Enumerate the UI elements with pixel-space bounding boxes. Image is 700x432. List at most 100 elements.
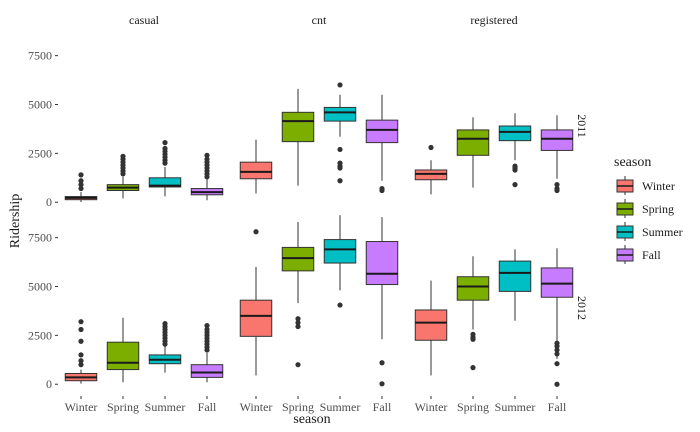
outlier-point (78, 178, 84, 184)
x-tick-label-spring: Spring (107, 400, 139, 414)
outlier-point (78, 182, 84, 188)
outlier-point (295, 323, 301, 330)
outlier-point (78, 326, 84, 333)
box-fall (190, 322, 224, 383)
panel-casual-2011 (64, 140, 224, 203)
outlier-point (554, 381, 560, 387)
outlier-point (162, 145, 168, 152)
outlier-point (78, 362, 84, 368)
outlier-point (162, 321, 168, 327)
facet-title-registered: registered (470, 13, 517, 27)
box-fall (190, 152, 224, 201)
box-iqr (190, 364, 224, 378)
outlier-point (337, 82, 343, 88)
legend: season Winter Spring Summer Fall (614, 155, 683, 264)
legend-label: Summer (642, 225, 683, 239)
box-iqr (456, 276, 490, 301)
outlier-point (78, 352, 84, 358)
box-spring (106, 153, 140, 199)
box-iqr (540, 129, 574, 151)
outlier-point (512, 167, 518, 173)
row-strip-2011: 2011 (575, 114, 589, 138)
box-iqr (239, 161, 273, 180)
box-iqr (148, 177, 182, 188)
y-axis: 0 2500 5000 7500 0 2500 5000 7500 (28, 49, 58, 391)
legend-item-winter: Winter (616, 176, 675, 195)
box-fall (365, 94, 399, 194)
outlier-point (78, 185, 84, 192)
outlier-point (204, 152, 210, 158)
outlier-point (162, 140, 168, 146)
outlier-point (295, 362, 301, 368)
box-iqr (239, 299, 273, 337)
box-summer (323, 82, 357, 184)
box-spring (106, 317, 140, 383)
outlier-point (78, 358, 84, 364)
box-iqr (323, 106, 357, 122)
box-iqr (365, 119, 399, 144)
y-tick-label: 7500 (28, 231, 52, 245)
box-summer (323, 215, 357, 308)
x-tick-label-fall: Fall (548, 400, 567, 414)
box-spring (281, 222, 315, 368)
outlier-point (379, 381, 385, 387)
box-spring (281, 88, 315, 186)
legend-label: Winter (642, 179, 675, 193)
box-winter (239, 229, 273, 376)
outlier-point (554, 361, 560, 367)
x-axis-title: season (293, 412, 330, 427)
legend-item-fall: Fall (616, 245, 661, 264)
box-winter (414, 144, 448, 195)
y-tick-label: 0 (46, 377, 52, 391)
x-tick-label-summer: Summer (320, 400, 361, 414)
x-tick-label-fall: Fall (373, 400, 392, 414)
outlier-point (295, 316, 301, 322)
box-winter (414, 280, 448, 376)
box-iqr (106, 341, 140, 371)
box-iqr (281, 111, 315, 143)
outlier-point (204, 156, 210, 162)
y-tick-label: 5000 (28, 98, 52, 112)
box-fall (540, 248, 574, 387)
x-tick-label-spring: Spring (282, 400, 314, 414)
outlier-point (78, 319, 84, 325)
panel-registered-2011 (414, 113, 574, 195)
outlier-point (253, 229, 259, 235)
box-summer (498, 249, 532, 321)
outlier-point (554, 347, 560, 353)
outlier-point (337, 165, 343, 171)
y-tick-label: 2500 (28, 146, 52, 160)
outlier-point (470, 365, 476, 371)
y-tick-label: 2500 (28, 328, 52, 342)
outlier-point (337, 178, 343, 184)
row-strip-2012: 2012 (575, 296, 589, 320)
outlier-point (337, 302, 343, 308)
outlier-point (120, 153, 126, 159)
y-tick-label: 5000 (28, 280, 52, 294)
panel-cnt-2011 (239, 82, 399, 194)
box-iqr (456, 129, 490, 156)
x-tick-label-fall: Fall (198, 400, 217, 414)
x-tick-label-summer: Summer (145, 400, 186, 414)
y-axis-title: Ridership (8, 194, 23, 248)
outlier-point (204, 326, 210, 333)
box-summer (498, 113, 532, 188)
outlier-point (337, 146, 343, 153)
facet-titles: casual cnt registered 2011 2012 (129, 13, 589, 320)
outlier-point (554, 343, 560, 349)
box-summer (148, 321, 182, 373)
outlier-point (554, 187, 560, 194)
box-iqr (365, 241, 399, 286)
outlier-point (512, 182, 518, 188)
box-fall (365, 217, 399, 387)
x-tick-label-winter: Winter (65, 400, 98, 414)
box-winter (64, 172, 98, 203)
y-tick-label: 0 (46, 195, 52, 209)
legend-item-spring: Spring (616, 199, 674, 218)
box-spring (456, 117, 490, 188)
outlier-point (379, 360, 385, 366)
legend-title: season (614, 155, 651, 170)
outlier-point (554, 351, 560, 357)
box-summer (148, 140, 182, 197)
